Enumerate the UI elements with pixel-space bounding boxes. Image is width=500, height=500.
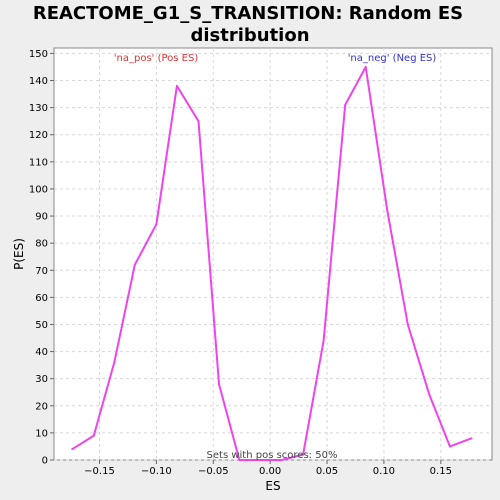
y-axis-label: P(ES) <box>12 238 26 270</box>
data-point <box>71 448 74 451</box>
x-tick-label: −0.15 <box>84 466 115 477</box>
y-tick-label: 0 <box>42 456 48 467</box>
es-distribution-line <box>71 66 472 461</box>
data-point <box>470 437 473 440</box>
neg-annotation: 'na_neg' (Neg ES) <box>348 53 437 64</box>
data-point <box>322 339 325 342</box>
data-point <box>92 434 95 437</box>
y-tick-label: 10 <box>35 428 48 439</box>
y-tick-label: 100 <box>29 184 48 195</box>
y-tick-label: 50 <box>35 320 48 331</box>
series <box>71 65 473 461</box>
footer-annotation: Sets with pos scores: 50% <box>207 450 338 461</box>
x-tick-label: 0.15 <box>430 466 452 477</box>
data-point <box>260 459 263 461</box>
y-tick-label: 150 <box>29 49 48 60</box>
y-tick-label: 90 <box>35 212 48 223</box>
y-tick-label: 30 <box>35 374 48 385</box>
data-point <box>113 361 116 364</box>
data-point <box>238 459 241 461</box>
y-tick-label: 80 <box>35 239 48 250</box>
data-point <box>133 263 136 266</box>
data-point <box>280 459 283 461</box>
y-tick-label: 130 <box>29 103 48 114</box>
x-tick-label: 0.10 <box>373 466 395 477</box>
y-tick-label: 40 <box>35 347 48 358</box>
y-tick-label: 70 <box>35 266 48 277</box>
data-point <box>302 453 305 456</box>
pos-annotation: 'na_pos' (Pos ES) <box>114 53 199 64</box>
x-tick-label: 0.05 <box>316 466 338 477</box>
data-point <box>364 65 367 68</box>
chart-title-line1: REACTOME_G1_S_TRANSITION: Random ES <box>33 3 463 24</box>
data-point <box>448 445 451 448</box>
data-point <box>344 103 347 106</box>
data-point <box>386 209 389 212</box>
data-point <box>406 323 409 326</box>
data-point <box>197 120 200 123</box>
y-tick-label: 20 <box>35 401 48 412</box>
chart-title-line2: distribution <box>190 25 309 46</box>
x-axis-label: ES <box>265 479 280 493</box>
x-tick-label: −0.05 <box>198 466 229 477</box>
plot-area <box>53 47 493 461</box>
y-tick-label: 140 <box>29 76 48 87</box>
ticks: −0.15 −0.10 −0.05 0.00 0.05 0.10 0.15 0 10 20 30 40… <box>29 49 452 477</box>
y-tick-label: 110 <box>29 157 48 168</box>
x-tick-label: −0.10 <box>141 466 172 477</box>
data-point <box>217 383 220 386</box>
data-point <box>175 84 178 87</box>
y-tick-label: 120 <box>29 130 48 141</box>
data-point <box>428 393 431 396</box>
y-tick-label: 60 <box>35 293 48 304</box>
data-point <box>155 223 158 226</box>
x-tick-label: 0.00 <box>259 466 281 477</box>
